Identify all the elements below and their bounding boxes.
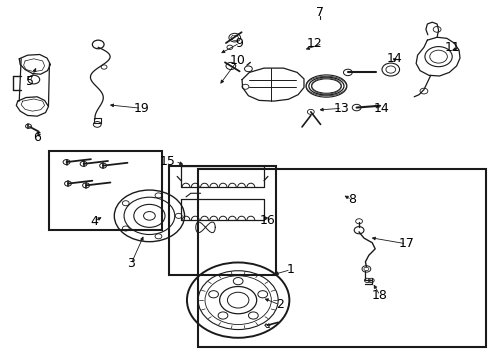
Text: 2: 2 [275,298,283,311]
Bar [49,151,161,230]
Text: 18: 18 [371,289,387,302]
Text: 1: 1 [286,263,294,276]
Text: 13: 13 [333,102,349,115]
Text: 7: 7 [315,6,324,19]
Text: 5: 5 [26,75,34,88]
Text: 19: 19 [133,102,149,115]
Text: 15: 15 [159,155,175,168]
Bar [198,169,485,347]
Text: 12: 12 [306,37,322,50]
Text: 16: 16 [260,214,275,227]
Bar [168,166,276,275]
Text: 17: 17 [398,237,413,250]
Text: 9: 9 [235,36,243,50]
Text: 8: 8 [347,193,355,206]
Text: 3: 3 [127,257,135,270]
Text: 10: 10 [229,54,244,67]
Text: 6: 6 [33,131,41,144]
Text: 14: 14 [386,51,402,64]
Text: 4: 4 [90,215,98,228]
Text: 14: 14 [373,102,389,115]
Text: 11: 11 [444,41,459,54]
